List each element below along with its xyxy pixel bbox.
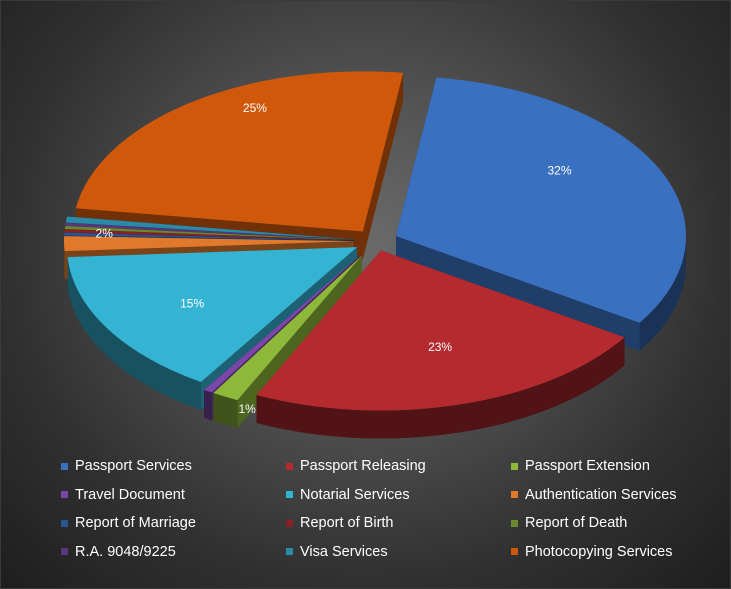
legend-swatch bbox=[286, 548, 293, 555]
legend-item: Authentication Services bbox=[511, 485, 721, 505]
legend-label: Passport Releasing bbox=[300, 458, 426, 474]
pie-slice-top bbox=[213, 255, 362, 401]
legend-item: Travel Document bbox=[61, 485, 286, 505]
legend-swatch bbox=[511, 548, 518, 555]
pie-slice-top bbox=[75, 71, 404, 232]
pie-slice-top bbox=[67, 247, 358, 382]
legend-label: Report of Death bbox=[525, 515, 628, 531]
data-label-3: 1% bbox=[239, 402, 257, 416]
data-label-1: 32% bbox=[548, 164, 572, 178]
pie-data-labels: 32% 23% 1% 15% 2% 25% bbox=[96, 101, 572, 416]
data-label-5: 15% bbox=[180, 296, 204, 310]
legend-item: Report of Birth bbox=[286, 513, 511, 533]
legend-label: Report of Marriage bbox=[75, 515, 196, 531]
legend-label: Passport Extension bbox=[525, 458, 650, 474]
pie-slice-wall bbox=[64, 241, 65, 280]
legend-item: Report of Marriage bbox=[61, 513, 286, 533]
legend-swatch bbox=[286, 462, 293, 470]
legend-item: R.A. 9048/9225 bbox=[61, 542, 286, 562]
pie-slice-wall bbox=[213, 393, 238, 429]
pie-slice-top bbox=[65, 216, 355, 240]
legend-swatch bbox=[511, 491, 518, 498]
pie-slice-top bbox=[64, 229, 355, 241]
pie-slice-top bbox=[64, 225, 355, 241]
pie-slice-top bbox=[64, 232, 355, 241]
legend-swatch bbox=[286, 491, 293, 498]
legend-swatch bbox=[61, 548, 68, 555]
pie-slice-2 bbox=[256, 250, 625, 439]
legend-item: Passport Services bbox=[61, 456, 286, 476]
data-label-2: 23% bbox=[428, 340, 452, 354]
pie-slice-wall bbox=[67, 257, 201, 410]
legend-label: Authentication Services bbox=[525, 486, 677, 503]
legend-label: Report of Birth bbox=[300, 515, 394, 531]
legend-label: Travel Document bbox=[75, 486, 185, 503]
legend-swatch bbox=[61, 491, 68, 498]
legend-label: Notarial Services bbox=[300, 486, 410, 503]
legend-label: Visa Services bbox=[300, 543, 388, 560]
data-label-12: 25% bbox=[243, 101, 267, 115]
pie-slice-wall bbox=[204, 389, 212, 421]
legend-swatch bbox=[511, 519, 518, 527]
legend-swatch bbox=[286, 519, 293, 527]
pie-slice-top bbox=[204, 255, 361, 393]
legend-label: R.A. 9048/9225 bbox=[75, 543, 176, 560]
pie-slice-wall bbox=[639, 235, 687, 351]
legend-item: Notarial Services bbox=[286, 485, 511, 505]
pie-slice-top bbox=[396, 77, 687, 323]
legend-item: Visa Services bbox=[286, 542, 511, 562]
pie-slice-wall bbox=[256, 337, 625, 439]
legend-item: Passport Extension bbox=[511, 456, 721, 476]
data-label-6: 2% bbox=[96, 227, 114, 241]
legend-label: Passport Services bbox=[75, 458, 192, 474]
pie-slice-top bbox=[64, 236, 355, 252]
legend-item: Report of Death bbox=[511, 513, 721, 533]
legend-item: Passport Releasing bbox=[286, 456, 511, 476]
chart-legend: Passport Services Passport Releasing Passp… bbox=[61, 456, 721, 562]
pie-slices bbox=[64, 71, 687, 439]
legend-label: Photocopying Services bbox=[525, 543, 673, 560]
legend-swatch bbox=[511, 462, 518, 470]
legend-swatch bbox=[61, 462, 68, 470]
legend-item: Photocopying Services bbox=[511, 542, 721, 562]
pie-slice-top bbox=[256, 250, 625, 411]
pie-slice-top bbox=[65, 222, 355, 240]
legend-swatch bbox=[61, 519, 68, 527]
pie-slice-side-face bbox=[362, 72, 404, 260]
